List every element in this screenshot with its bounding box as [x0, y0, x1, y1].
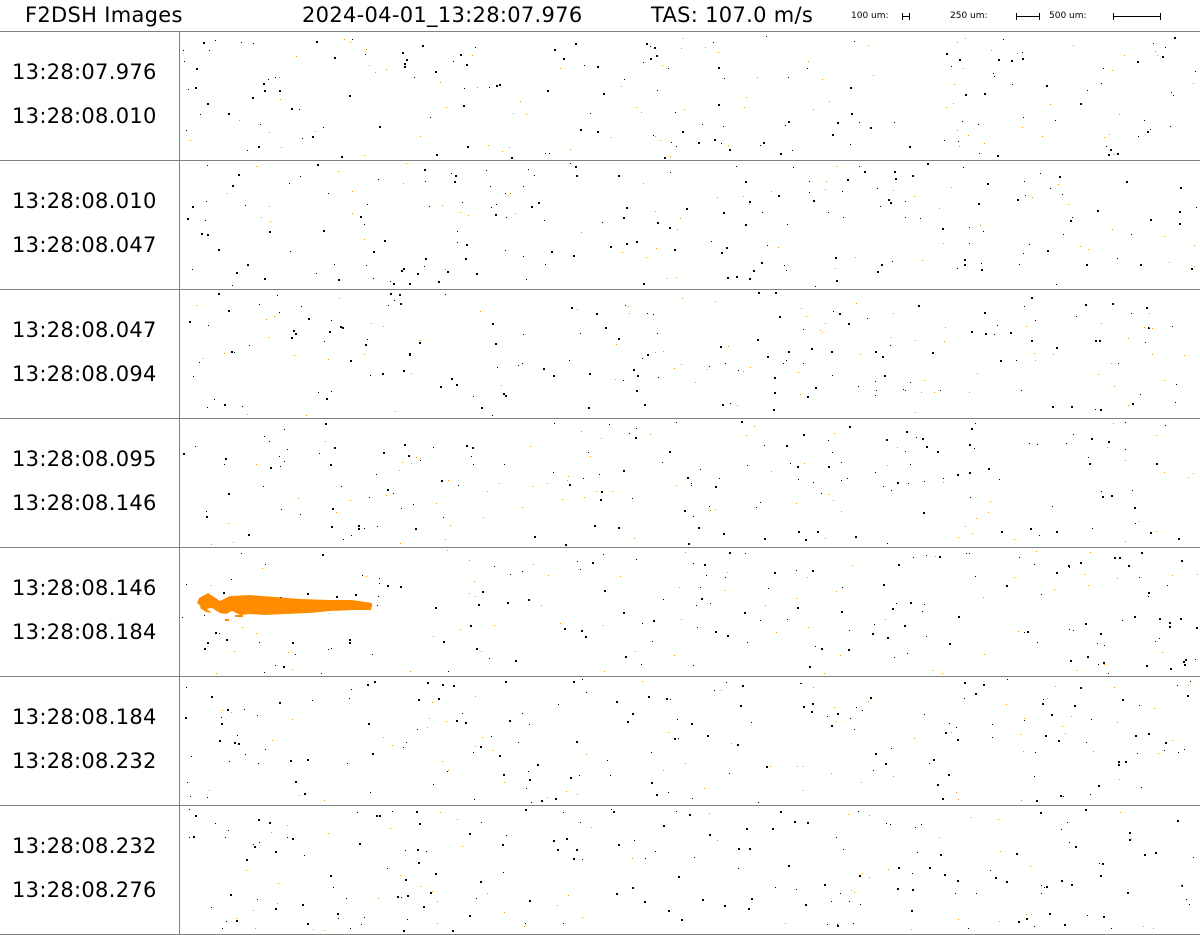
scale-bar-label: 500 um: — [1049, 11, 1087, 21]
particle-image — [183, 421, 1194, 546]
particle-image-area — [180, 548, 1200, 676]
strip-time-labels: 13:28:08.184 13:28:08.232 — [0, 677, 180, 805]
strip-end-time: 13:28:08.276 — [12, 878, 157, 902]
particle-image — [182, 550, 1198, 674]
strip-end-time: 13:28:08.094 — [12, 362, 157, 386]
particle-speckles — [187, 163, 1197, 287]
particle-image — [189, 809, 1194, 932]
strip-time-labels: 13:28:08.095 13:28:08.146 — [0, 419, 180, 547]
particle-image-area — [180, 419, 1200, 547]
strip-time-labels: 13:28:08.232 13:28:08.276 — [0, 806, 180, 934]
strip-time-labels: 13:28:08.047 13:28:08.094 — [0, 290, 180, 418]
scale-bar-500um: 500 um: — [1049, 9, 1169, 23]
particle-image — [189, 292, 1185, 416]
true-airspeed: TAS: 107.0 m/s — [651, 3, 814, 27]
particle-image-area — [180, 677, 1200, 805]
header: F2DSH Images 2024-04-01_13:28:07.976 TAS… — [0, 0, 1200, 31]
particle-speckles — [189, 809, 1194, 932]
scale-bar-line — [1016, 13, 1040, 20]
particle-image-area — [180, 161, 1200, 289]
scale-bar-label: 250 um: — [950, 11, 988, 21]
particle-image — [187, 163, 1197, 287]
strip-start-time: 13:28:07.976 — [12, 60, 157, 84]
image-strip: 13:28:08.184 13:28:08.232 — [0, 676, 1200, 805]
strip-end-time: 13:28:08.047 — [12, 233, 157, 257]
strip-time-labels: 13:28:08.010 13:28:08.047 — [0, 161, 180, 289]
strip-end-time: 13:28:08.146 — [12, 491, 157, 515]
scale-bar-line — [902, 13, 910, 20]
strip-end-time: 13:28:08.010 — [12, 104, 157, 128]
particle-speckles — [185, 679, 1191, 803]
scale-bar-label: 100 um: — [851, 11, 889, 21]
strip-start-time: 13:28:08.146 — [12, 576, 157, 600]
scale-bar-100um: 100 um: — [851, 9, 931, 23]
particle-image — [185, 679, 1191, 803]
image-strip: 13:28:08.146 13:28:08.184 — [0, 547, 1200, 676]
particle-speckles — [183, 36, 1196, 159]
strip-start-time: 13:28:08.232 — [12, 834, 157, 858]
strip-start-time: 13:28:08.184 — [12, 705, 157, 729]
particle-speckles — [189, 292, 1185, 416]
scale-bar-line — [1113, 13, 1161, 20]
strip-end-time: 13:28:08.232 — [12, 749, 157, 773]
particle-image-area — [180, 290, 1200, 418]
particle-speckles — [182, 550, 1198, 674]
image-strip: 13:28:07.976 13:28:08.010 — [0, 31, 1200, 160]
strip-start-time: 13:28:08.095 — [12, 447, 157, 471]
strip-time-labels: 13:28:08.146 13:28:08.184 — [0, 548, 180, 676]
strip-start-time: 13:28:08.047 — [12, 318, 157, 342]
capture-timestamp: 2024-04-01_13:28:07.976 — [302, 3, 583, 27]
scale-bar-250um: 250 um: — [950, 9, 1050, 23]
image-strip: 13:28:08.232 13:28:08.276 — [0, 805, 1200, 935]
app-title: F2DSH Images — [25, 3, 183, 27]
particle-image — [183, 36, 1196, 159]
image-strip: 13:28:08.095 13:28:08.146 — [0, 418, 1200, 547]
image-strip: 13:28:08.010 13:28:08.047 — [0, 160, 1200, 289]
image-strip: 13:28:08.047 13:28:08.094 — [0, 289, 1200, 418]
strip-time-labels: 13:28:07.976 13:28:08.010 — [0, 32, 180, 160]
particle-image-area — [180, 32, 1200, 160]
strip-end-time: 13:28:08.184 — [12, 620, 157, 644]
strip-start-time: 13:28:08.010 — [12, 189, 157, 213]
particle-speckles — [183, 421, 1194, 546]
particle-image-area — [180, 806, 1200, 934]
large-particle — [197, 593, 372, 621]
